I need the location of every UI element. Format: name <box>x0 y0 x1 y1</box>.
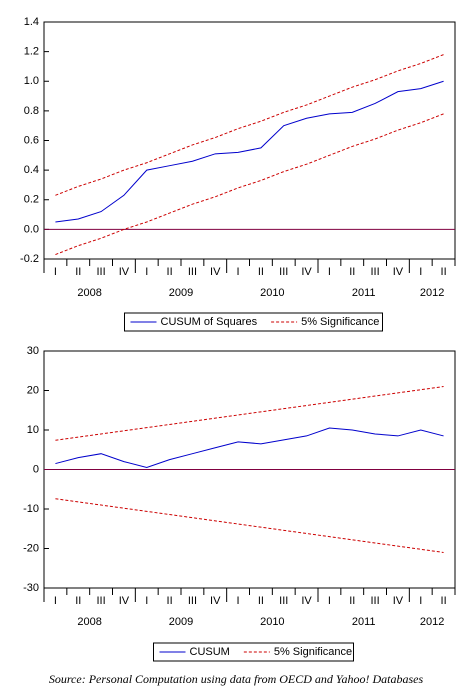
x-tick-label: III <box>279 266 288 278</box>
x-tick-label: III <box>96 266 105 278</box>
legend-box <box>124 312 383 332</box>
x-tick-label: I <box>145 266 148 278</box>
x-tick-label: I <box>54 266 57 278</box>
series-line <box>55 427 444 469</box>
series-line <box>55 386 444 441</box>
x-tick-label: I <box>328 595 331 607</box>
legend-box <box>153 642 354 662</box>
y-tick-label: -10 <box>23 503 39 515</box>
x-tick-label: IV <box>210 266 221 278</box>
x-tick-label: I <box>54 595 57 607</box>
x-tick-label: II <box>258 266 264 278</box>
series-line <box>55 54 444 196</box>
year-label: 2012 <box>420 616 444 628</box>
legend-label: CUSUM of Squares <box>161 316 258 328</box>
y-tick-label: 30 <box>27 345 39 357</box>
x-tick-label: I <box>419 595 422 607</box>
y-tick-label: -30 <box>23 582 39 594</box>
x-tick-label: III <box>96 595 105 607</box>
x-tick-label: II <box>258 595 264 607</box>
legend-label: 5% Significance <box>301 316 379 328</box>
year-label: 2011 <box>352 287 376 299</box>
x-tick-label: II <box>349 266 355 278</box>
series-line <box>55 498 444 553</box>
y-tick-label: 20 <box>27 384 39 396</box>
legend-label: 5% Significance <box>274 646 352 658</box>
plot-frame <box>43 21 456 260</box>
year-label: 2010 <box>260 287 284 299</box>
x-tick-label: II <box>167 266 173 278</box>
x-tick-label: III <box>279 595 288 607</box>
y-tick-label: 1.0 <box>24 75 39 87</box>
y-tick-label: 0.6 <box>24 134 39 146</box>
legend-label: CUSUM <box>190 646 230 658</box>
series-line <box>55 80 444 223</box>
y-tick-label: 1.2 <box>24 46 39 58</box>
x-tick-label: II <box>75 266 81 278</box>
x-tick-label: III <box>370 266 379 278</box>
y-tick-label: -20 <box>23 542 39 554</box>
year-label: 2008 <box>77 616 101 628</box>
year-label: 2010 <box>260 616 284 628</box>
x-tick-label: IV <box>393 595 404 607</box>
y-tick-label: 0.8 <box>24 105 39 117</box>
x-tick-label: IV <box>393 266 404 278</box>
year-label: 2011 <box>352 616 376 628</box>
x-tick-label: I <box>237 595 240 607</box>
y-tick-label: 0.2 <box>24 194 39 206</box>
series-line <box>55 113 444 256</box>
year-label: 2008 <box>77 287 101 299</box>
x-tick-label: IV <box>301 595 312 607</box>
y-tick-label: 0.4 <box>24 164 39 176</box>
x-tick-label: II <box>349 595 355 607</box>
y-tick-label: 0 <box>33 463 39 475</box>
x-tick-label: IV <box>119 595 130 607</box>
x-tick-label: III <box>370 595 379 607</box>
x-tick-label: II <box>441 266 447 278</box>
year-label: 2009 <box>169 287 193 299</box>
x-tick-label: I <box>419 266 422 278</box>
x-tick-label: II <box>441 595 447 607</box>
x-tick-label: II <box>75 595 81 607</box>
x-tick-label: III <box>188 595 197 607</box>
year-label: 2012 <box>420 287 444 299</box>
y-tick-label: 1.4 <box>24 16 39 28</box>
x-tick-label: I <box>145 595 148 607</box>
source-note: Source: Personal Computation using data … <box>49 672 424 686</box>
x-tick-label: II <box>167 595 173 607</box>
x-tick-label: I <box>237 266 240 278</box>
y-tick-label: 0.0 <box>24 223 39 235</box>
x-tick-label: IV <box>301 266 312 278</box>
x-tick-label: I <box>328 266 331 278</box>
x-tick-label: III <box>188 266 197 278</box>
y-tick-label: -0.2 <box>20 253 39 265</box>
year-label: 2009 <box>169 616 193 628</box>
x-tick-label: IV <box>210 595 221 607</box>
y-tick-label: 10 <box>27 424 39 436</box>
x-tick-label: IV <box>119 266 130 278</box>
